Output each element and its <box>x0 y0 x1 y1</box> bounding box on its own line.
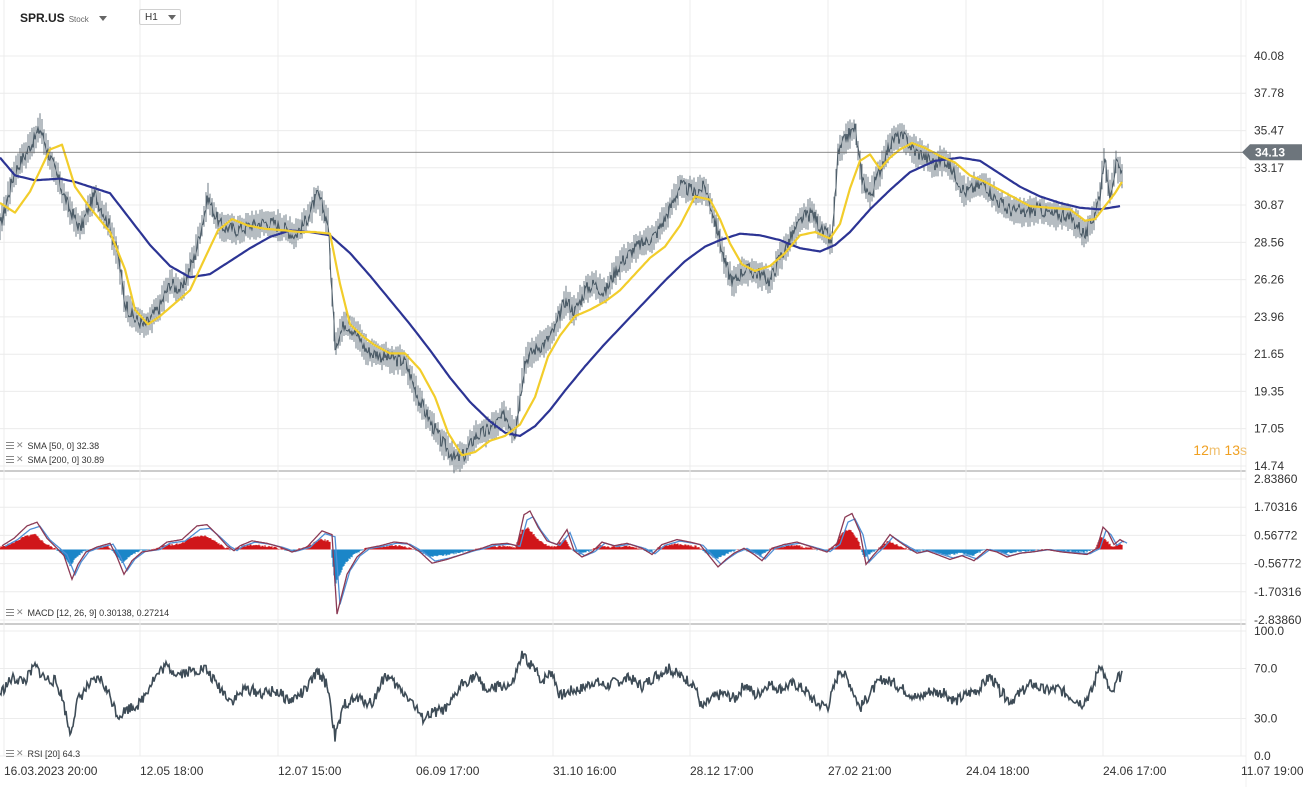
legend-rsi[interactable]: ✕ RSI [20] 64.3 <box>6 748 80 759</box>
x-tick-label: 24.04 18:00 <box>966 764 1030 778</box>
x-tick-label: 12.05 18:00 <box>140 764 204 778</box>
y-tick-label: 100.0 <box>1254 624 1284 638</box>
y-tick-label: 0.0 <box>1254 749 1271 763</box>
close-icon[interactable]: ✕ <box>16 440 24 450</box>
y-tick-label: 30.0 <box>1254 712 1278 726</box>
menu-icon[interactable] <box>6 750 14 757</box>
axes: 16.03.2023 20:00 12.05 18:00 12.07 15:00 06… <box>4 49 1304 778</box>
close-icon[interactable]: ✕ <box>16 454 24 464</box>
y-tick-label: 1.70316 <box>1254 500 1298 514</box>
sma-200-line[interactable] <box>0 156 1121 437</box>
price-panel[interactable]: 34.13 <box>0 113 1302 474</box>
y-tick-label: 70.0 <box>1254 662 1278 676</box>
y-tick-label: 21.65 <box>1254 347 1284 361</box>
last-price-label: 34.13 <box>1255 145 1285 159</box>
y-tick-label: 40.08 <box>1254 49 1284 63</box>
legend-sma50[interactable]: ✕ SMA [50, 0] 32.38 <box>6 440 99 451</box>
legend-sma200[interactable]: ✕ SMA [200, 0] 30.89 <box>6 454 104 465</box>
chevron-down-icon[interactable] <box>98 15 107 21</box>
candle-timer: 12m 13s <box>1193 442 1247 458</box>
y-tick-label: 0.56772 <box>1254 528 1298 542</box>
legend-sma50-text: SMA [50, 0] 32.38 <box>27 440 100 451</box>
timer-seconds: 13 <box>1224 442 1240 458</box>
legend-rsi-text: RSI [20] 64.3 <box>27 748 81 759</box>
last-price-tag <box>1242 144 1302 161</box>
symbol-header[interactable]: SPR.US Stock <box>20 8 107 28</box>
x-tick-label: 27.02 21:00 <box>828 764 892 778</box>
rsi-line[interactable] <box>0 650 1123 742</box>
y-tick-label: 33.17 <box>1254 161 1284 175</box>
grid <box>0 0 1247 787</box>
macd-panel[interactable] <box>0 510 1128 615</box>
y-tick-label: -1.70316 <box>1254 585 1302 599</box>
timer-m-unit: m <box>1208 442 1221 458</box>
timeframe-select[interactable]: H1 <box>139 9 181 25</box>
rsi-panel[interactable] <box>0 650 1123 742</box>
y-tick-label: 30.87 <box>1254 198 1284 212</box>
close-icon[interactable]: ✕ <box>16 607 24 617</box>
close-icon[interactable]: ✕ <box>16 748 24 758</box>
y-tick-label: 28.56 <box>1254 235 1284 249</box>
macd-histogram-negative <box>55 549 1096 586</box>
timeframe-value: H1 <box>145 12 158 23</box>
y-tick-label: -0.56772 <box>1254 557 1302 571</box>
y-tick-label: 2.83860 <box>1254 472 1298 486</box>
x-tick-label: 11.07 19:00 <box>1241 764 1304 778</box>
menu-icon[interactable] <box>6 456 14 463</box>
x-tick-label: 16.03.2023 20:00 <box>4 764 98 778</box>
menu-icon[interactable] <box>6 609 14 616</box>
y-tick-label: 23.96 <box>1254 310 1284 324</box>
symbol-type: Stock <box>68 15 89 24</box>
legend-macd-text: MACD [12, 26, 9] 0.30138, 0.27214 <box>27 607 170 618</box>
y-tick-label: 17.05 <box>1254 422 1284 436</box>
symbol-name[interactable]: SPR.US <box>20 11 65 25</box>
y-tick-label: -2.83860 <box>1254 613 1302 627</box>
legend-macd[interactable]: ✕ MACD [12, 26, 9] 0.30138, 0.27214 <box>6 607 169 618</box>
macd-line[interactable] <box>1 510 1125 615</box>
y-tick-label: 14.74 <box>1254 459 1284 473</box>
legend-sma200-text: SMA [200, 0] 30.89 <box>27 454 105 465</box>
x-tick-label: 12.07 15:00 <box>278 764 342 778</box>
timer-minutes: 12 <box>1193 442 1209 458</box>
timer-s-unit: s <box>1240 442 1247 458</box>
menu-icon[interactable] <box>6 442 14 449</box>
y-tick-label: 37.78 <box>1254 86 1284 100</box>
x-tick-label: 28.12 17:00 <box>690 764 754 778</box>
chevron-down-icon <box>168 15 176 20</box>
x-tick-label: 24.06 17:00 <box>1103 764 1167 778</box>
sma-50-line[interactable] <box>0 141 1123 457</box>
y-tick-label: 26.26 <box>1254 273 1284 287</box>
y-tick-label: 35.47 <box>1254 124 1284 138</box>
y-tick-label: 19.35 <box>1254 384 1284 398</box>
x-tick-label: 06.09 17:00 <box>416 764 480 778</box>
macd-signal-line[interactable] <box>4 515 1128 605</box>
x-tick-label: 31.10 16:00 <box>553 764 617 778</box>
